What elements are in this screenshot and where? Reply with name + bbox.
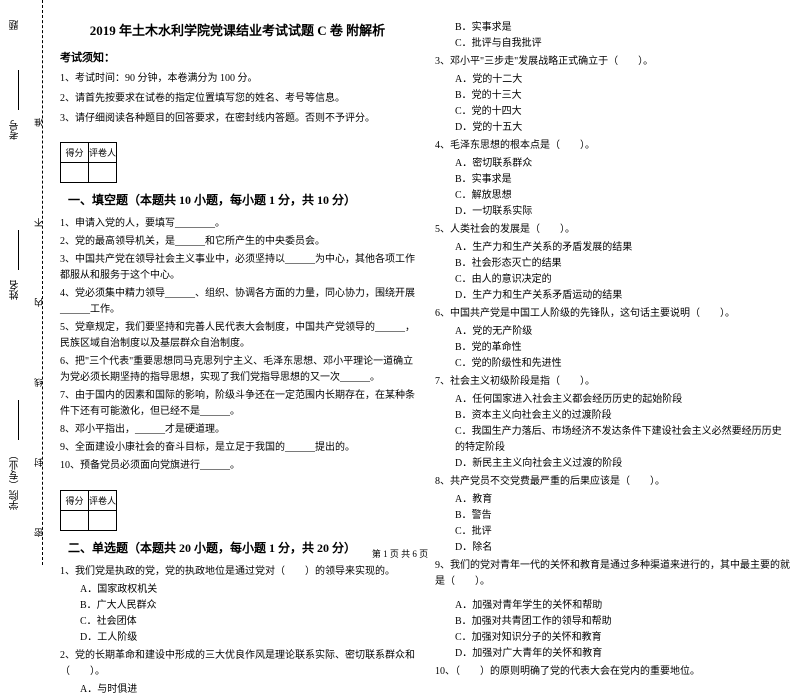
choice-opt: A．国家政权机关 — [60, 582, 415, 598]
choice-opt: A．加强对青年学生的关怀和帮助 — [435, 598, 790, 614]
choice-opt: C．我国生产力落后、市场经济不发达条件下建设社会主义必然要经历历史的特定阶段 — [435, 424, 790, 456]
choice-opt: B．社会形态灭亡的结果 — [435, 256, 790, 272]
side-label-xueyuan: 学院（专业） — [8, 450, 23, 510]
fill-q: 3、中国共产党在领导社会主义事业中，必须坚持以______为中心，其他各项工作都… — [60, 252, 415, 284]
choice-opt: C．由人的意识决定的 — [435, 272, 790, 288]
choice-opt: A．密切联系群众 — [435, 156, 790, 172]
fill-q: 1、申请入党的人，要填写________。 — [60, 216, 415, 232]
fill-q: 2、党的最高领导机关，是______和它所产生的中央委员会。 — [60, 234, 415, 250]
choice-q: 9、我们的党对青年一代的关怀和教育是通过多种渠道来进行的，其中最主要的就是（ ）… — [435, 558, 790, 590]
side-underline-3 — [18, 400, 19, 440]
fill-q: 10、预备党员必须面向党旗进行______。 — [60, 458, 415, 474]
choice-opt: C．党的阶级性和先进性 — [435, 356, 790, 372]
fill-q: 7、由于国内的因素和国际的影响，阶级斗争还在一定范围内长期存在，在某种条件下还有… — [60, 388, 415, 420]
notice-item: 1、考试时间：90 分钟，本卷满分为 100 分。 — [60, 71, 415, 86]
score-cell-blank — [61, 163, 89, 183]
score-table: 得分评卷人 — [60, 490, 117, 531]
choice-q: 4、毛泽东思想的根本点是（ ）。 — [435, 138, 790, 154]
side-label-kaohao: 考号 — [8, 120, 23, 140]
side-label-xingming: 姓名 — [8, 280, 23, 300]
binding-nei: 内 — [32, 290, 45, 307]
section1-header: 得分评卷人 一、填空题（本题共 10 小题，每小题 1 分，共 10 分） — [60, 134, 415, 208]
choice-opt: C．社会团体 — [60, 614, 415, 630]
choice-opt: D．工人阶级 — [60, 630, 415, 646]
choice-opt: B．实事求是 — [435, 20, 790, 36]
score-cell-blank — [61, 511, 89, 531]
score-cell-defen: 得分 — [61, 143, 89, 163]
choice-opt: B．党的革命性 — [435, 340, 790, 356]
section2-header: 得分评卷人 二、单选题（本题共 20 小题，每小题 1 分，共 20 分） — [60, 482, 415, 556]
choice-opt: C．解放思想 — [435, 188, 790, 204]
right-column: B．实事求是 C．批评与自我批评 3、邓小平"三步走"发展战略正式确立于（ ）。… — [435, 20, 790, 698]
binding-zhun: 准 — [32, 110, 45, 127]
notice-item: 2、请首先按要求在试卷的指定位置填写您的姓名、考号等信息。 — [60, 91, 415, 106]
binding-bu: 不 — [32, 210, 45, 227]
side-underline-1 — [18, 70, 19, 110]
choice-q: 2、党的长期革命和建设中形成的三大优良作风是理论联系实际、密切联系群众和（ ）。 — [60, 648, 415, 680]
side-label-ti: 题 — [8, 20, 23, 30]
choice-opt: C．党的十四大 — [435, 104, 790, 120]
choice-q: 3、邓小平"三步走"发展战略正式确立于（ ）。 — [435, 54, 790, 70]
choice-q: 1、我们党是执政的党，党的执政地位是通过党对（ ）的领导来实现的。 — [60, 564, 415, 580]
choice-opt: B．党的十三大 — [435, 88, 790, 104]
fill-q: 5、党章规定，我们要坚持和完善人民代表大会制度，中国共产党领导的______，民… — [60, 320, 415, 352]
choice-opt: D．一切联系实际 — [435, 204, 790, 220]
choice-opt: C．加强对知识分子的关怀和教育 — [435, 630, 790, 646]
choice-opt: D．新民主主义向社会主义过渡的阶段 — [435, 456, 790, 472]
choice-opt: A．生产力和生产关系的矛盾发展的结果 — [435, 240, 790, 256]
choice-opt: B．广大人民群众 — [60, 598, 415, 614]
choice-opt: D．生产力和生产关系矛盾运动的结果 — [435, 288, 790, 304]
fill-q: 6、把"三个代表"重要思想同马克思列宁主义、毛泽东思想、邓小平理论一道确立为党必… — [60, 354, 415, 386]
choice-q: 10、（ ）的原则明确了党的代表大会在党内的重要地位。 — [435, 664, 790, 680]
binding-xian: 线 — [32, 370, 45, 387]
fill-q: 8、邓小平指出，______才是硬道理。 — [60, 422, 415, 438]
score-cell-defen: 得分 — [61, 491, 89, 511]
choice-q: 6、中国共产党是中国工人阶级的先锋队，这句话主要说明（ ）。 — [435, 306, 790, 322]
main-content: 2019 年土木水利学院党课结业考试试题 C 卷 附解析 考试须知： 1、考试时… — [60, 20, 790, 698]
choice-opt: A．党的十二大 — [435, 72, 790, 88]
choice-opt: B．实事求是 — [435, 172, 790, 188]
choice-opt: A．任何国家进入社会主义都会经历历史的起始阶段 — [435, 392, 790, 408]
choice-opt: B．资本主义向社会主义的过渡阶段 — [435, 408, 790, 424]
side-underline-2 — [18, 230, 19, 270]
score-cell-pjr: 评卷人 — [89, 491, 117, 511]
choice-opt: D．党的十五大 — [435, 120, 790, 136]
score-cell-pjr: 评卷人 — [89, 143, 117, 163]
score-cell-blank — [89, 511, 117, 531]
fill-q: 4、党必须集中精力领导______、组织、协调各方面的力量，同心协力，围绕开展_… — [60, 286, 415, 318]
binding-feng: 封 — [32, 450, 45, 467]
score-cell-blank — [89, 163, 117, 183]
choice-opt: A．教育 — [435, 492, 790, 508]
section1-title: 一、填空题（本题共 10 小题，每小题 1 分，共 10 分） — [68, 191, 356, 208]
choice-opt: A．党的无产阶级 — [435, 324, 790, 340]
notice-heading: 考试须知： — [60, 49, 415, 65]
notice-item: 3、请仔细阅读各种题目的回答要求，在密封线内答题。否则不予评分。 — [60, 111, 415, 126]
choice-opt: A．与时俱进 — [60, 682, 415, 698]
choice-q: 8、共产党员不交党费最严重的后果应该是（ ）。 — [435, 474, 790, 490]
choice-opt: D．加强对广大青年的关怀和教育 — [435, 646, 790, 662]
choice-q: 7、社会主义初级阶段是指（ ）。 — [435, 374, 790, 390]
choice-opt: C．批评与自我批评 — [435, 36, 790, 52]
choice-opt: B．加强对共青团工作的领导和帮助 — [435, 614, 790, 630]
choice-opt: C．批评 — [435, 524, 790, 540]
choice-q: 5、人类社会的发展是（ ）。 — [435, 222, 790, 238]
side-margin: 题 考号 准 不 姓名 内 线 学院（专业） 封 密 — [0, 0, 55, 565]
left-column: 2019 年土木水利学院党课结业考试试题 C 卷 附解析 考试须知： 1、考试时… — [60, 20, 415, 698]
choice-opt: B．警告 — [435, 508, 790, 524]
page-footer: 第 1 页 共 6 页 — [0, 547, 800, 560]
fill-q: 9、全面建设小康社会的奋斗目标，是立足于我国的______提出的。 — [60, 440, 415, 456]
binding-mi: 密 — [32, 520, 45, 537]
binding-dash-line — [42, 0, 43, 565]
exam-title: 2019 年土木水利学院党课结业考试试题 C 卷 附解析 — [60, 20, 415, 39]
score-table: 得分评卷人 — [60, 142, 117, 183]
